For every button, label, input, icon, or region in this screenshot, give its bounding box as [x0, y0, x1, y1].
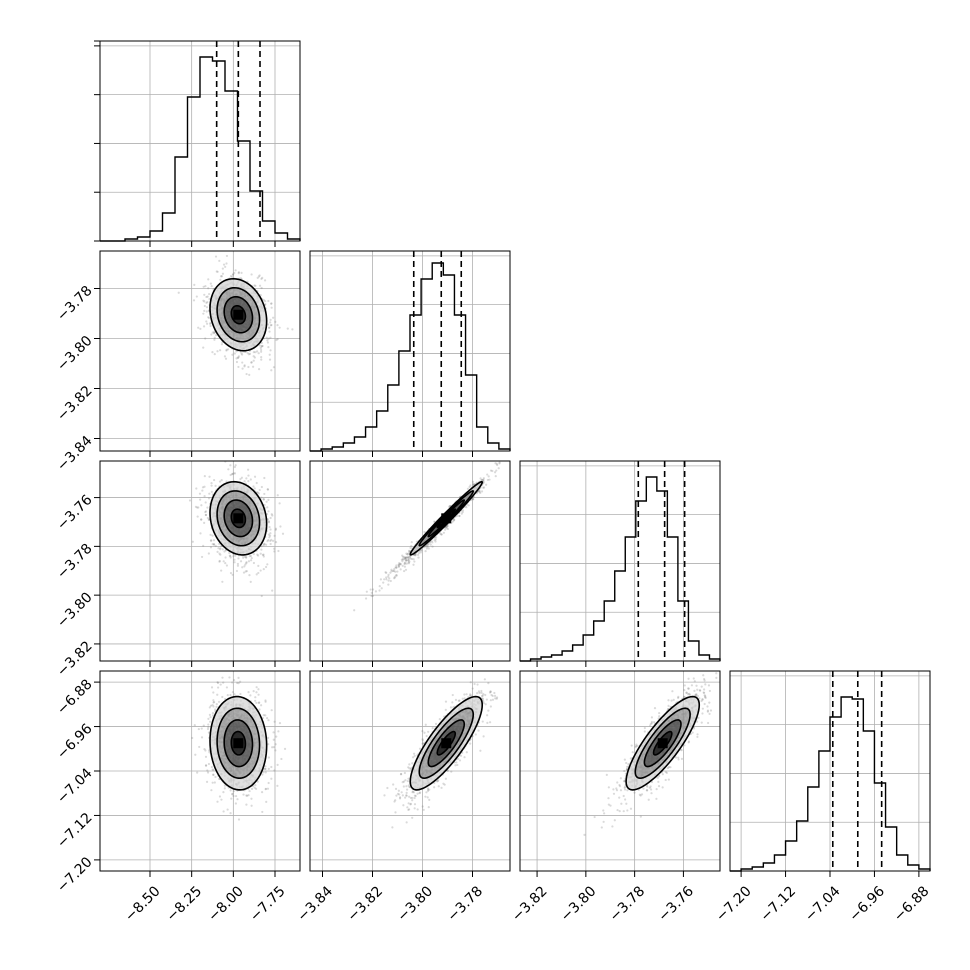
pair-panel-r3-c2-contour-3 — [409, 480, 484, 556]
pair-panel-r2-c1-frame — [99, 250, 301, 452]
pair-panel-r4-c3-density-peak — [657, 738, 668, 749]
pair-panel-r4-c2-contour-1 — [427, 719, 466, 768]
pair-panel-r2-c1-contour-0 — [230, 304, 247, 325]
pair-panel-r2-c1-plot-area — [177, 254, 294, 376]
pair-panel-r3-c2-frame — [309, 460, 511, 662]
hist-panel-4-xtick-label-2: −7.04 — [802, 883, 844, 925]
pair-panel-r4-c1-ytick-label-4: −6.88 — [54, 676, 96, 718]
pair-panel-r4-c1: −8.50 −8.25 −8.00 −7.75 −7.20−7.12−7.04−6.96… — [54, 670, 301, 925]
hist-panel-3 — [519, 460, 721, 667]
hist-panel-1-frame — [99, 40, 301, 242]
pair-panel-r2-c1-contour-2 — [216, 286, 261, 343]
pair-panel-r4-c2: −3.84 −3.82 −3.80 −3.78 — [294, 670, 511, 925]
hist-panel-3-histogram-line — [520, 476, 721, 662]
pair-panel-r3-c1-frame — [99, 460, 301, 662]
hist-panel-4-xtick-label-3: −6.96 — [846, 883, 888, 925]
pair-panel-r3-c1-ytick-label-2: −3.78 — [54, 541, 96, 583]
pair-panel-r4-c1-contour-0 — [230, 730, 247, 756]
pair-panel-r3-c1-contour-2 — [216, 490, 261, 547]
hist-panel-2-frame — [309, 250, 511, 452]
pair-panel-r4-c1-plot-area — [191, 676, 287, 821]
pair-panel-r4-c1-ytick-label-1: −7.12 — [54, 810, 96, 852]
pair-panel-r3-c1-density-peak — [233, 513, 244, 524]
pair-panel-r3-c2-contour-2 — [418, 490, 475, 547]
pair-panel-r4-c2-xtick-label-3: −3.78 — [444, 883, 486, 925]
hist-panel-4-histogram-line — [730, 696, 931, 872]
pair-panel-r2-c1-contour-1 — [223, 295, 254, 334]
pair-panel-r4-c3-xtick-label-1: −3.80 — [558, 883, 600, 925]
pair-panel-r4-c1-density-peak — [233, 738, 244, 749]
pair-panel-r2-c1-contour-3 — [209, 277, 268, 352]
pair-panel-r4-c1-contour-3 — [209, 695, 268, 791]
pair-panel-r2-c1-ytick-label-3: −3.78 — [54, 283, 96, 325]
pair-panel-r3-c1-ytick-label-0: −3.82 — [54, 638, 96, 680]
pair-panel-r3-c1-contour-3 — [209, 480, 268, 556]
pair-panel-r3-c1-contour-1 — [223, 499, 254, 538]
pair-panel-r4-c3-xtick-label-3: −3.76 — [655, 883, 697, 925]
pair-panel-r4-c2-xtick-label-1: −3.82 — [344, 883, 386, 925]
hist-panel-1-histogram-line — [100, 56, 301, 242]
pair-panel-r2-c1-density-peak — [233, 309, 244, 320]
pair-panel-r4-c1-ytick-label-3: −6.96 — [54, 721, 96, 763]
pair-panel-r3-c2 — [309, 460, 511, 667]
hist-panel-2-histogram-line — [310, 262, 511, 452]
pair-panel-r4-c3-plot-area — [583, 672, 718, 836]
pair-panel-r4-c1-xtick-label-0: −8.50 — [122, 883, 164, 925]
hist-panel-3-frame — [519, 460, 721, 662]
pair-panel-r4-c2-contour-2 — [418, 707, 475, 780]
pair-panel-r2-c1-ytick-label-2: −3.80 — [54, 333, 96, 375]
pair-panel-r4-c2-density-peak — [441, 738, 452, 749]
pair-panel-r3-c1: −3.82 −3.80 −3.78 −3.76 — [54, 460, 301, 680]
pair-panel-r4-c3-contour-3 — [625, 695, 701, 791]
pair-panel-r4-c1-ytick-label-2: −7.04 — [54, 765, 96, 807]
pair-panel-r3-c2-contour-1 — [427, 499, 466, 538]
pair-panel-r3-c1-ytick-label-1: −3.80 — [54, 589, 96, 631]
pair-panel-r4-c1-xtick-label-1: −8.25 — [164, 883, 206, 925]
pair-panel-r4-c3-contour-2 — [634, 707, 691, 780]
pair-panel-r3-c2-contour-0 — [436, 508, 457, 529]
pair-panel-r4-c3-xtick-label-0: −3.82 — [509, 883, 551, 925]
pair-panel-r4-c1-xtick-label-2: −8.00 — [205, 883, 247, 925]
pair-panel-r3-c2-plot-area — [353, 461, 501, 612]
pair-panel-r4-c2-xtick-label-0: −3.84 — [294, 883, 336, 925]
pair-panel-r4-c3-xtick-label-2: −3.78 — [607, 883, 649, 925]
pair-panel-r4-c2-plot-area — [383, 678, 499, 829]
pair-panel-r4-c3-frame — [519, 670, 721, 872]
pair-panel-r4-c2-xtick-label-2: −3.80 — [394, 883, 436, 925]
pair-panel-r3-c2-density-peak — [441, 513, 452, 524]
pair-panel-r2-c1: −3.84 −3.82 −3.80 −3.78 — [54, 250, 301, 475]
hist-panel-4-xtick-label-1: −7.12 — [758, 883, 800, 925]
pair-panel-r3-c1-ytick-label-3: −3.76 — [54, 492, 96, 534]
pair-panel-r2-c1-ytick-label-0: −3.84 — [54, 433, 96, 475]
pair-panel-r4-c1-ytick-label-0: −7.20 — [54, 854, 96, 896]
hist-panel-1 — [94, 40, 301, 247]
pair-panel-r4-c2-frame — [309, 670, 511, 872]
pair-panel-r4-c3: −3.82 −3.80 −3.78 −3.76 — [509, 670, 721, 925]
pair-panel-r3-c1-contour-0 — [230, 508, 247, 529]
pair-panel-r4-c2-contour-0 — [436, 730, 457, 756]
pair-panel-r3-c1-plot-area — [188, 461, 285, 598]
pair-panel-r4-c1-contour-2 — [216, 707, 261, 780]
pair-panel-r2-c1-ytick-label-1: −3.82 — [54, 383, 96, 425]
pair-panel-r4-c1-xtick-label-3: −7.75 — [247, 883, 289, 925]
hist-panel-2 — [309, 250, 511, 457]
hist-panel-4: −7.20 −7.12 −7.04 −6.96 −6.88 — [713, 670, 933, 925]
pair-panel-r4-c1-contour-1 — [223, 719, 254, 768]
pair-panel-r4-c3-contour-1 — [643, 719, 682, 768]
hist-panel-4-xtick-label-4: −6.88 — [891, 883, 933, 925]
pair-panel-r4-c2-contour-3 — [409, 695, 484, 791]
hist-panel-4-xtick-label-0: −7.20 — [713, 883, 755, 925]
pair-panel-r4-c3-contour-0 — [652, 730, 673, 756]
